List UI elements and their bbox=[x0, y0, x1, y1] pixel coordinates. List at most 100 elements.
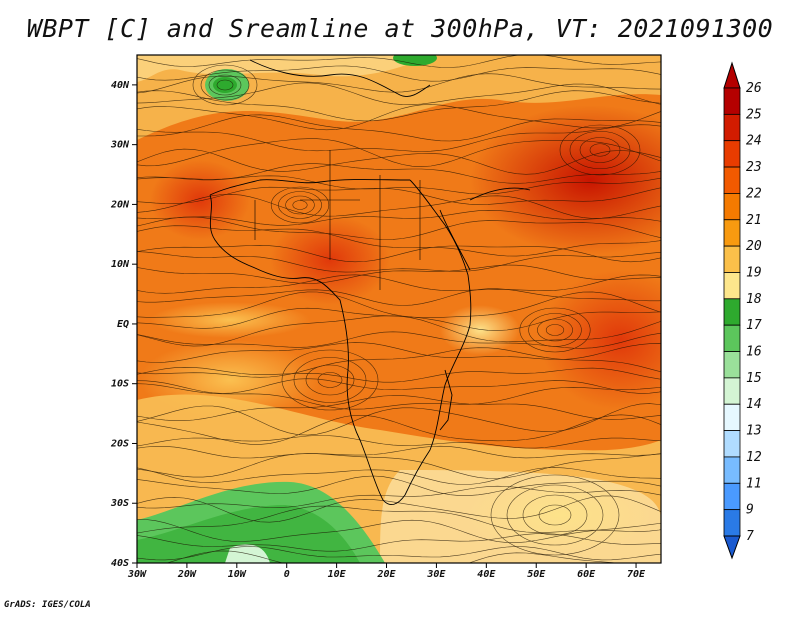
streamline bbox=[137, 65, 661, 82]
streamline bbox=[137, 475, 661, 496]
colorbar-label: 23 bbox=[746, 160, 762, 175]
colorbar-label: 17 bbox=[746, 318, 762, 333]
colorbar-label: 26 bbox=[746, 81, 762, 96]
streamlines-layer bbox=[137, 55, 661, 563]
colorbar-top-arrow bbox=[723, 61, 741, 89]
streamline bbox=[137, 55, 661, 68]
colorbar-segment bbox=[723, 377, 741, 405]
streamline bbox=[137, 216, 661, 240]
vortex-streamline bbox=[192, 64, 258, 106]
vortex-streamline bbox=[589, 143, 611, 157]
streamline bbox=[137, 175, 661, 195]
colorbar-label: 19 bbox=[746, 265, 762, 280]
lat-label: 10S bbox=[111, 379, 129, 390]
lat-label: EQ bbox=[117, 319, 129, 330]
colorbar-label: 12 bbox=[746, 450, 762, 465]
colorbar-label: 9 bbox=[746, 503, 754, 518]
colorbar-segment bbox=[723, 193, 741, 221]
streamline bbox=[137, 264, 661, 284]
lon-label: 60E bbox=[577, 569, 596, 580]
vortex-streamline bbox=[569, 130, 631, 170]
streamline bbox=[137, 383, 661, 410]
vortex-streamline bbox=[519, 307, 591, 353]
coastlines bbox=[209, 59, 531, 506]
colorbar-bottom-arrow bbox=[723, 535, 741, 560]
colorbar: 26 25 24 23 22 21 20 19 18 17 16 15 14 13 12 11 9 7 bbox=[723, 61, 762, 560]
vortex-streamline bbox=[293, 357, 367, 403]
streamline bbox=[137, 366, 661, 383]
colorbar-label: 13 bbox=[746, 424, 762, 439]
vortex-streamline bbox=[292, 200, 308, 210]
vortex-streamline bbox=[278, 191, 322, 219]
streamline bbox=[137, 546, 661, 561]
streamline bbox=[137, 505, 661, 534]
colorbar-segment bbox=[723, 166, 741, 194]
latitude-axis: 40N 30N 20N 10N EQ 10S 20S 30S 40S bbox=[110, 80, 137, 569]
vortex-streamline bbox=[522, 494, 588, 536]
lon-label: 0 bbox=[284, 569, 290, 580]
streamline bbox=[137, 378, 661, 394]
vortex-streamline bbox=[490, 474, 620, 556]
streamline bbox=[137, 331, 661, 349]
streamline bbox=[137, 485, 661, 509]
lon-label: 30E bbox=[426, 569, 446, 580]
streamline bbox=[137, 90, 661, 122]
streamline bbox=[137, 225, 661, 257]
streamline bbox=[137, 138, 661, 168]
map-frame bbox=[136, 54, 662, 564]
colorbar-segment bbox=[723, 140, 741, 168]
colorbar-label: 7 bbox=[746, 529, 754, 544]
streamline bbox=[137, 435, 661, 449]
vortex-streamline bbox=[208, 74, 242, 96]
streamline bbox=[137, 347, 661, 378]
colorbar-segment bbox=[723, 87, 741, 115]
colorbar-segment bbox=[723, 456, 741, 484]
streamline bbox=[137, 467, 661, 485]
lat-label: 30S bbox=[110, 498, 129, 509]
lon-label: 10E bbox=[328, 569, 347, 580]
streamline bbox=[137, 82, 661, 106]
colorbar-label: 16 bbox=[746, 345, 762, 360]
streamline bbox=[137, 186, 661, 205]
lat-label: 30N bbox=[110, 140, 130, 151]
colorbar-label: 14 bbox=[746, 397, 762, 412]
lon-label: 10W bbox=[228, 569, 247, 580]
vortex-streamline bbox=[579, 137, 621, 163]
map-title: WBPT [C] and Sreamline at 300hPa, VT: 20… bbox=[26, 14, 774, 43]
lat-label: 40S bbox=[111, 558, 129, 569]
vortex-streamline bbox=[281, 349, 379, 411]
wbpt-field bbox=[137, 55, 661, 563]
vortex-streamline bbox=[216, 79, 234, 91]
colorbar-segment bbox=[723, 113, 741, 142]
lon-label: 50E bbox=[527, 569, 546, 580]
colorbar-label: 24 bbox=[746, 134, 762, 149]
colorbar-label: 18 bbox=[746, 292, 762, 307]
lon-label: 20W bbox=[177, 569, 197, 580]
lon-label: 20E bbox=[376, 569, 396, 580]
streamline bbox=[137, 244, 661, 263]
streamline bbox=[137, 315, 661, 347]
streamline bbox=[165, 550, 620, 563]
vortex-streamline bbox=[545, 324, 565, 336]
streamline bbox=[137, 209, 661, 226]
vortex-streamline bbox=[200, 69, 250, 101]
streamline bbox=[137, 445, 661, 459]
colorbar-segment bbox=[723, 298, 741, 326]
colorbar-segment bbox=[723, 430, 741, 458]
colorbar-label: 25 bbox=[746, 107, 762, 122]
streamline bbox=[137, 104, 661, 131]
streamline bbox=[137, 307, 661, 331]
lon-label: 40E bbox=[477, 569, 496, 580]
colorbar-label: 21 bbox=[746, 213, 762, 228]
lon-label: 30W bbox=[127, 569, 147, 580]
vortex-streamline bbox=[305, 364, 355, 396]
grads-credit: GrADS: IGES/COLA bbox=[4, 600, 91, 610]
streamline bbox=[137, 288, 661, 306]
colorbar-segment bbox=[723, 351, 741, 379]
streamline bbox=[137, 148, 661, 175]
colorbar-label: 22 bbox=[746, 186, 762, 201]
vortex-streamline bbox=[559, 124, 641, 176]
colorbar-segment bbox=[723, 482, 741, 511]
streamline bbox=[137, 342, 661, 363]
